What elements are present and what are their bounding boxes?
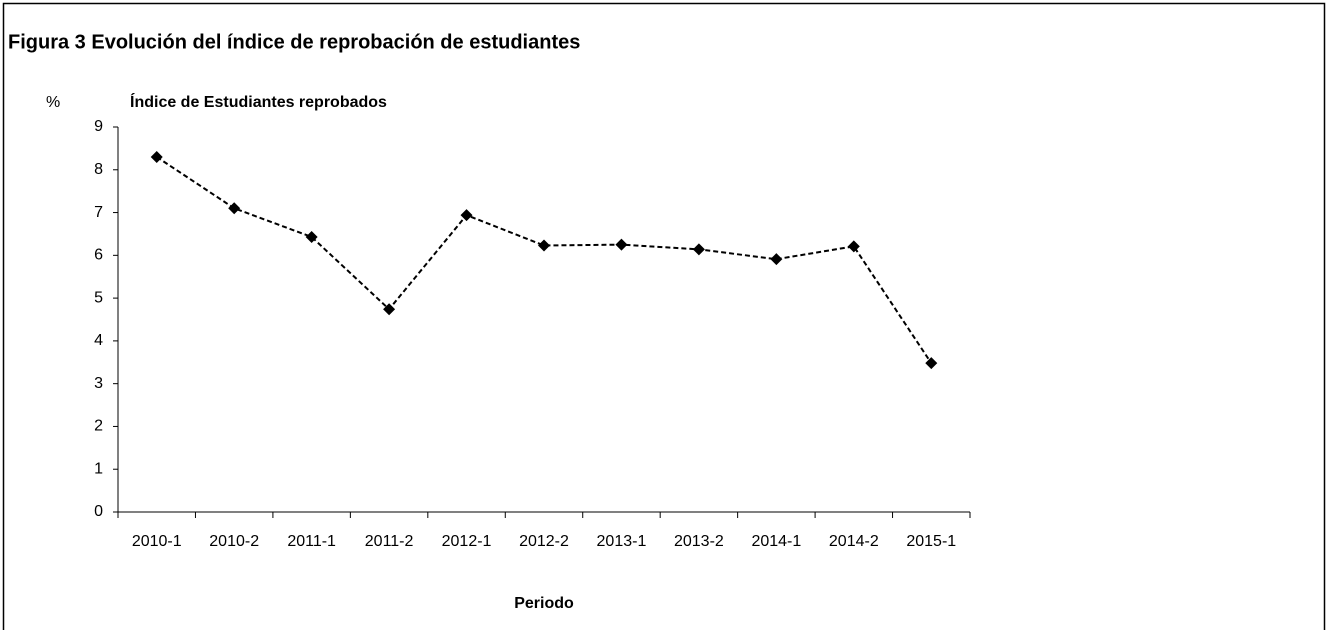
line [156,156,933,364]
y-tick-label: 9 [94,118,103,135]
x-tick-label: 2011-1 [287,533,336,550]
x-axis-label: Periodo [514,595,574,612]
marker [228,202,241,215]
y-tick-label: 6 [94,247,103,264]
y-axis-label: % [46,94,60,111]
marker [925,357,938,370]
marker [615,238,628,251]
chart-subtitle: Índice de Estudiantes reprobados [130,92,387,111]
x-tick-label: 2012-2 [519,533,569,550]
chart-title: Figura 3 Evolución del índice de reproba… [8,31,580,53]
x-tick-label: 2013-2 [674,533,724,550]
y-tick-label: 7 [94,204,103,221]
marker [150,150,163,163]
marker [538,239,550,252]
marker [692,243,705,256]
y-tick-label: 2 [94,418,103,435]
marker [305,230,318,243]
x-tick-label: 2011-2 [365,533,414,550]
marker [460,209,473,222]
x-tick-label: 2010-2 [209,533,259,550]
marker [770,253,783,266]
y-tick-label: 1 [94,460,103,477]
x-tick-label: 2015-1 [906,533,956,550]
x-tick-label: 2013-1 [597,533,647,550]
y-tick-label: 8 [94,161,103,178]
y-tick-label: 3 [94,375,103,392]
x-tick-label: 2012-1 [442,533,492,550]
x-tick-label: 2014-1 [751,533,801,550]
marker [383,303,396,316]
y-tick-label: 4 [94,332,103,349]
y-tick-label: 0 [94,503,103,520]
x-tick-label: 2014-2 [829,533,879,550]
x-tick-label: 2010-1 [132,533,182,550]
marker [847,240,860,253]
y-tick-label: 5 [94,289,103,306]
